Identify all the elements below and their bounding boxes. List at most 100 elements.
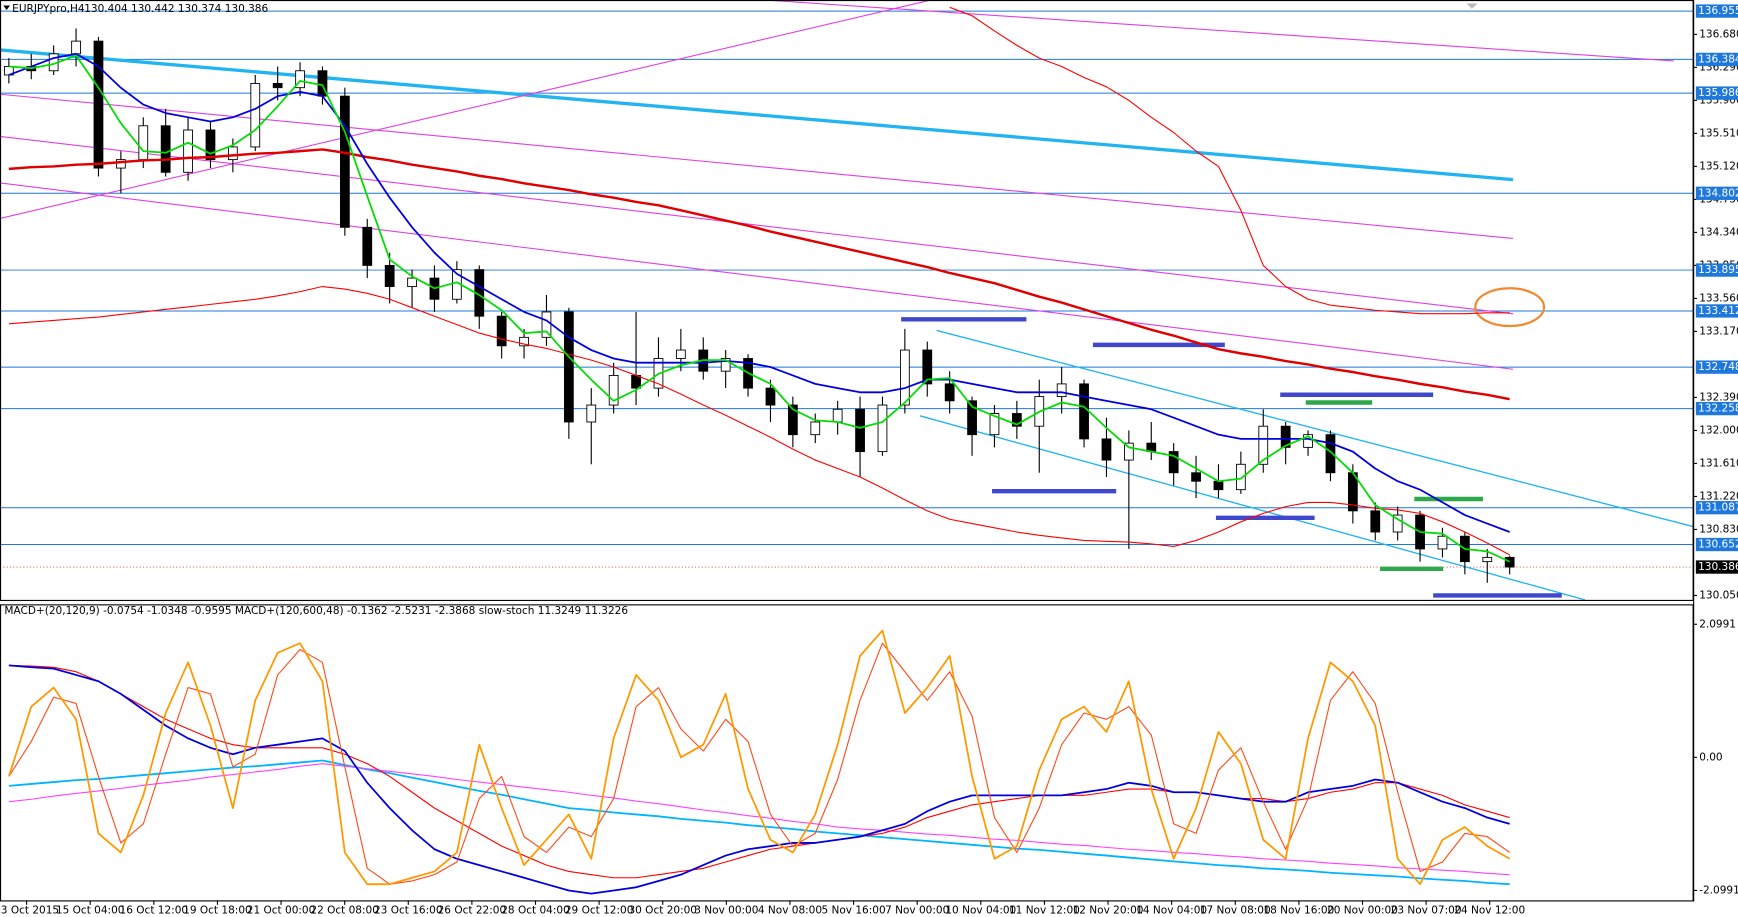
candle-body	[765, 387, 776, 406]
y-tick-label: 0.00	[1699, 751, 1722, 763]
x-tick-label: 12 Nov 20:00	[1073, 904, 1144, 916]
shift-marker[interactable]	[1466, 3, 1478, 9]
channel-line	[936, 329, 1694, 528]
x-tick-label: 19 Oct 18:00	[183, 904, 252, 916]
price-levels	[0, 10, 1694, 568]
candle-body	[1235, 463, 1246, 491]
indicator-line	[8, 148, 1510, 401]
x-tick-label: 26 Oct 22:00	[438, 904, 507, 916]
candle-body	[339, 95, 350, 228]
x-tick-label: 16 Oct 12:00	[120, 904, 189, 916]
candle-body	[608, 374, 619, 406]
y-tick-label: 135.510	[1699, 127, 1738, 139]
candle-body	[989, 413, 1000, 436]
candle-body	[1437, 535, 1448, 550]
candle-body	[1168, 451, 1179, 474]
x-tick-label: 4 Nov 08:00	[758, 904, 822, 916]
y-tick-label: 134.340	[1699, 226, 1738, 238]
level-label: 130.652	[1698, 539, 1738, 551]
trendline	[0, 135, 1514, 315]
level-label-box	[1695, 401, 1738, 416]
candle-body	[922, 349, 933, 385]
price-indicators	[8, 6, 1511, 563]
symbol-title: EURJPYpro,H4	[12, 3, 85, 15]
candle-body	[1213, 480, 1224, 491]
candle-body	[1325, 434, 1336, 474]
candle-body	[1079, 383, 1089, 440]
x-tick-label: 24 Nov 12:00	[1454, 904, 1525, 916]
x-tick-label: 11 Nov 12:00	[1009, 904, 1080, 916]
candle-body	[384, 264, 395, 288]
candle-body	[496, 315, 507, 347]
indicator-line	[8, 52, 1510, 533]
candle-body	[407, 277, 417, 288]
y-tick-label: 136.680	[1699, 28, 1738, 40]
green-markers	[1305, 400, 1484, 572]
y-tick-label: 133.170	[1699, 325, 1738, 337]
candle-body	[720, 358, 731, 372]
x-tick-label: 15 Oct 04:00	[56, 904, 125, 916]
candle-body	[295, 70, 305, 89]
candle-body	[93, 40, 104, 169]
indicator-line	[8, 763, 1510, 876]
indicator-line	[8, 54, 1511, 563]
candle-body	[944, 383, 955, 402]
trendline	[0, 0, 932, 219]
dropdown-arrow[interactable]	[3, 5, 10, 10]
y-tick-label: 131.220	[1699, 490, 1738, 502]
y-tick-label: 132.000	[1699, 424, 1738, 436]
candle-body	[899, 349, 910, 406]
trendline	[764, 0, 1674, 62]
level-label-box	[1695, 52, 1738, 67]
y-tick-label: 130.050	[1699, 589, 1738, 601]
candle-body	[832, 408, 843, 423]
x-tick-label: 5 Nov 16:00	[821, 904, 885, 916]
candle-body	[1011, 413, 1022, 427]
level-label-box	[1695, 263, 1738, 277]
oscillators	[8, 629, 1511, 895]
level-label: 132.258	[1698, 403, 1738, 415]
candle-body	[227, 146, 238, 161]
candle-body	[3, 66, 14, 76]
level-label-box	[1695, 186, 1738, 200]
candle-body	[160, 125, 171, 173]
y-tick-label: 135.120	[1699, 160, 1738, 172]
candle-body	[250, 83, 261, 148]
candle-body	[71, 40, 81, 55]
y-tick-label: 133.560	[1699, 292, 1738, 304]
y-tick-label: 131.610	[1699, 457, 1738, 469]
candle-body	[1280, 425, 1291, 448]
x-tick-label: 30 Oct 20:00	[628, 904, 697, 916]
channel-line	[919, 415, 1586, 600]
last-price-label: 130.386	[1698, 561, 1738, 573]
x-tick-label: 3 Nov 00:00	[694, 904, 758, 916]
indicator-line	[8, 664, 1510, 895]
level-label: 133.895	[1698, 264, 1738, 276]
level-label-box	[1695, 537, 1738, 552]
candle-body	[272, 83, 283, 89]
level-label-box	[1695, 304, 1738, 318]
candle-body	[877, 404, 888, 453]
candle-body	[1191, 472, 1201, 482]
level-label-box	[1695, 4, 1738, 18]
candle-body	[787, 404, 798, 436]
level-label: 136.384	[1698, 53, 1738, 65]
candle-body	[631, 374, 641, 389]
x-tick-label: 18 Nov 16:00	[1263, 904, 1334, 916]
candle-body	[1258, 425, 1269, 465]
level-label-box	[1695, 501, 1738, 515]
candle-body	[967, 400, 977, 436]
indicator-line	[8, 759, 1510, 886]
y-tick-label: 132.390	[1699, 391, 1738, 403]
y-tick-label: -2.0991	[1699, 884, 1738, 896]
x-tick-label: 23 Nov 07:00	[1391, 904, 1462, 916]
last-price-box	[1695, 560, 1738, 574]
candle-body	[675, 349, 686, 359]
trendline	[0, 48, 1514, 182]
candle-body	[138, 125, 149, 161]
candle-body	[183, 129, 193, 173]
level-label: 134.802	[1698, 187, 1738, 199]
